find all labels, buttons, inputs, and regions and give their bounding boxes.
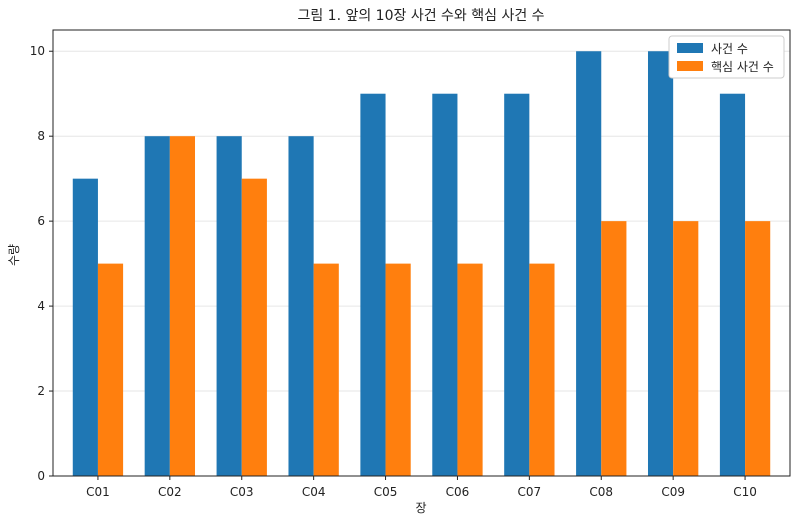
x-tick-label: C05: [374, 485, 398, 499]
legend-swatch: [677, 61, 703, 71]
x-tick-label: C09: [661, 485, 685, 499]
x-tick-label: C06: [446, 485, 470, 499]
bar-c02-series-2: [169, 136, 196, 476]
x-tick-label: C02: [158, 485, 182, 499]
plot-frame: [52, 29, 791, 477]
x-tick-label: C04: [302, 485, 326, 499]
legend: 사건 수핵심 사건 수: [668, 35, 785, 79]
y-axis-ticks: 0 2 4 6 8 10: [30, 44, 53, 483]
x-axis-ticks: C01 C02 C03 C04 C05 C06 C07 C08 C09 C10: [86, 476, 757, 499]
bar-c10-series-1: [719, 93, 746, 476]
bar-c07-series-1: [504, 93, 530, 476]
y-tick-label: 4: [37, 299, 45, 313]
bar-c04-series-2: [313, 263, 339, 476]
y-tick-label: 6: [37, 214, 45, 228]
x-tick-label: C03: [230, 485, 254, 499]
bar-c10-series-2: [745, 221, 771, 476]
y-tick-label: 0: [37, 469, 45, 483]
y-tick-label: 10: [30, 44, 45, 58]
bar-c05-series-1: [360, 93, 386, 476]
legend-label: 사건 수: [711, 42, 748, 56]
bar-c06-series-2: [457, 263, 483, 476]
bar-c06-series-1: [432, 93, 458, 476]
bar-c01-series-2: [97, 263, 124, 476]
bar-c09-series-2: [673, 221, 699, 476]
y-axis-label: 수량: [7, 244, 21, 266]
bar-c05-series-2: [385, 263, 411, 476]
bar-c07-series-2: [529, 263, 555, 476]
bar-c08-series-1: [576, 51, 602, 476]
y-tick-label: 2: [37, 384, 45, 398]
bar-c08-series-2: [601, 221, 627, 476]
bar-c01-series-1: [72, 178, 98, 476]
bar-c04-series-1: [288, 136, 314, 476]
y-tick-label: 8: [37, 129, 45, 143]
bar-c09-series-1: [647, 51, 674, 476]
x-tick-label: C10: [733, 485, 757, 499]
x-tick-label: C01: [86, 485, 110, 499]
bars: [72, 51, 771, 476]
legend-label: 핵심 사건 수: [711, 60, 774, 74]
bar-c03-series-1: [216, 136, 242, 476]
chart-title: 그림 1. 앞의 10장 사건 수와 핵심 사건 수: [297, 8, 544, 24]
x-tick-label: C08: [589, 485, 613, 499]
bar-c02-series-1: [144, 136, 170, 476]
x-tick-label: C07: [518, 485, 542, 499]
bar-c03-series-2: [241, 178, 267, 476]
x-axis-label: 장: [415, 501, 426, 515]
legend-swatch: [677, 43, 703, 53]
